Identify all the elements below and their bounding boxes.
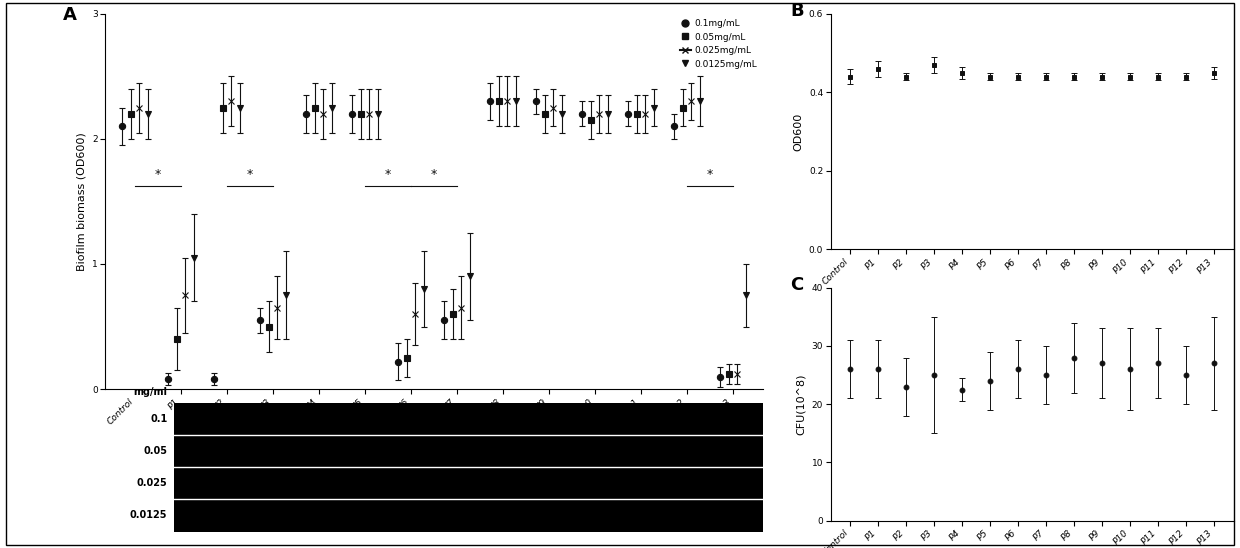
Text: *: * <box>155 168 161 181</box>
Text: 0.1: 0.1 <box>150 414 167 424</box>
Text: *: * <box>247 168 253 181</box>
Text: C: C <box>791 276 804 294</box>
Y-axis label: CFU(10^8): CFU(10^8) <box>796 373 806 435</box>
Text: 0.0125: 0.0125 <box>130 511 167 521</box>
Text: A: A <box>63 6 77 24</box>
Text: *: * <box>430 168 438 181</box>
Text: 0.025: 0.025 <box>136 478 167 488</box>
Text: 0.05: 0.05 <box>144 446 167 456</box>
Legend: 0.1mg/mL, 0.05mg/mL, 0.025mg/mL, 0.0125mg/mL: 0.1mg/mL, 0.05mg/mL, 0.025mg/mL, 0.0125m… <box>676 15 761 72</box>
Y-axis label: OD600: OD600 <box>794 112 804 151</box>
Y-axis label: Biofilm biomass (OD600): Biofilm biomass (OD600) <box>77 132 87 271</box>
Text: *: * <box>707 168 713 181</box>
Text: B: B <box>791 2 804 20</box>
Text: *: * <box>384 168 391 181</box>
Text: mg/ml: mg/ml <box>134 387 167 397</box>
